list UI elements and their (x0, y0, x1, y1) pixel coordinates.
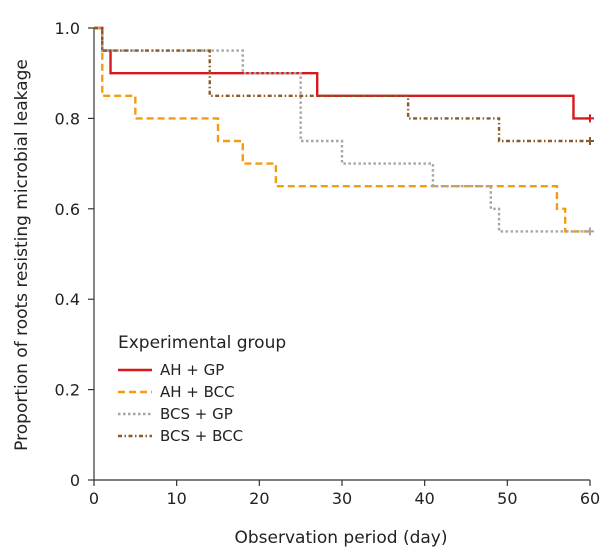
y-tick-label: 0.8 (55, 109, 80, 128)
legend-label: AH + BCC (160, 383, 235, 401)
censor-mark (586, 137, 594, 145)
series-line (94, 26, 590, 120)
censor-mark (586, 114, 594, 123)
series-layer (94, 26, 594, 236)
y-tick-label: 0.2 (55, 381, 80, 400)
x-tick-label: 20 (249, 489, 269, 508)
x-tick-label: 40 (414, 489, 434, 508)
series-line (94, 26, 590, 233)
series-line (94, 26, 590, 233)
x-tick-label: 30 (332, 489, 352, 508)
axes: 0 10 20 30 40 50 60 0 0.2 0.4 0.6 0.8 1.0 (55, 19, 601, 508)
y-tick-label: 1.0 (55, 19, 80, 38)
legend-title: Experimental group (118, 333, 286, 353)
legend-label: BCS + GP (160, 405, 233, 423)
y-axis-title: Proportion of roots resisting microbial … (12, 59, 32, 451)
x-tick-label: 10 (166, 489, 186, 508)
x-tick-label: 60 (580, 489, 600, 508)
x-tick-label: 50 (497, 489, 517, 508)
y-tick-label: 0 (70, 471, 80, 490)
x-tick-label: 0 (89, 489, 99, 508)
censor-mark (586, 227, 594, 236)
legend-label: BCS + BCC (160, 427, 243, 445)
x-axis-title: Observation period (day) (234, 528, 447, 548)
y-tick-label: 0.4 (55, 290, 80, 309)
y-tick-label: 0.6 (55, 200, 80, 219)
legend: Experimental group AH + GP AH + BCC BCS + … (118, 333, 286, 445)
legend-label: AH + GP (160, 361, 224, 379)
series-line (94, 26, 590, 143)
